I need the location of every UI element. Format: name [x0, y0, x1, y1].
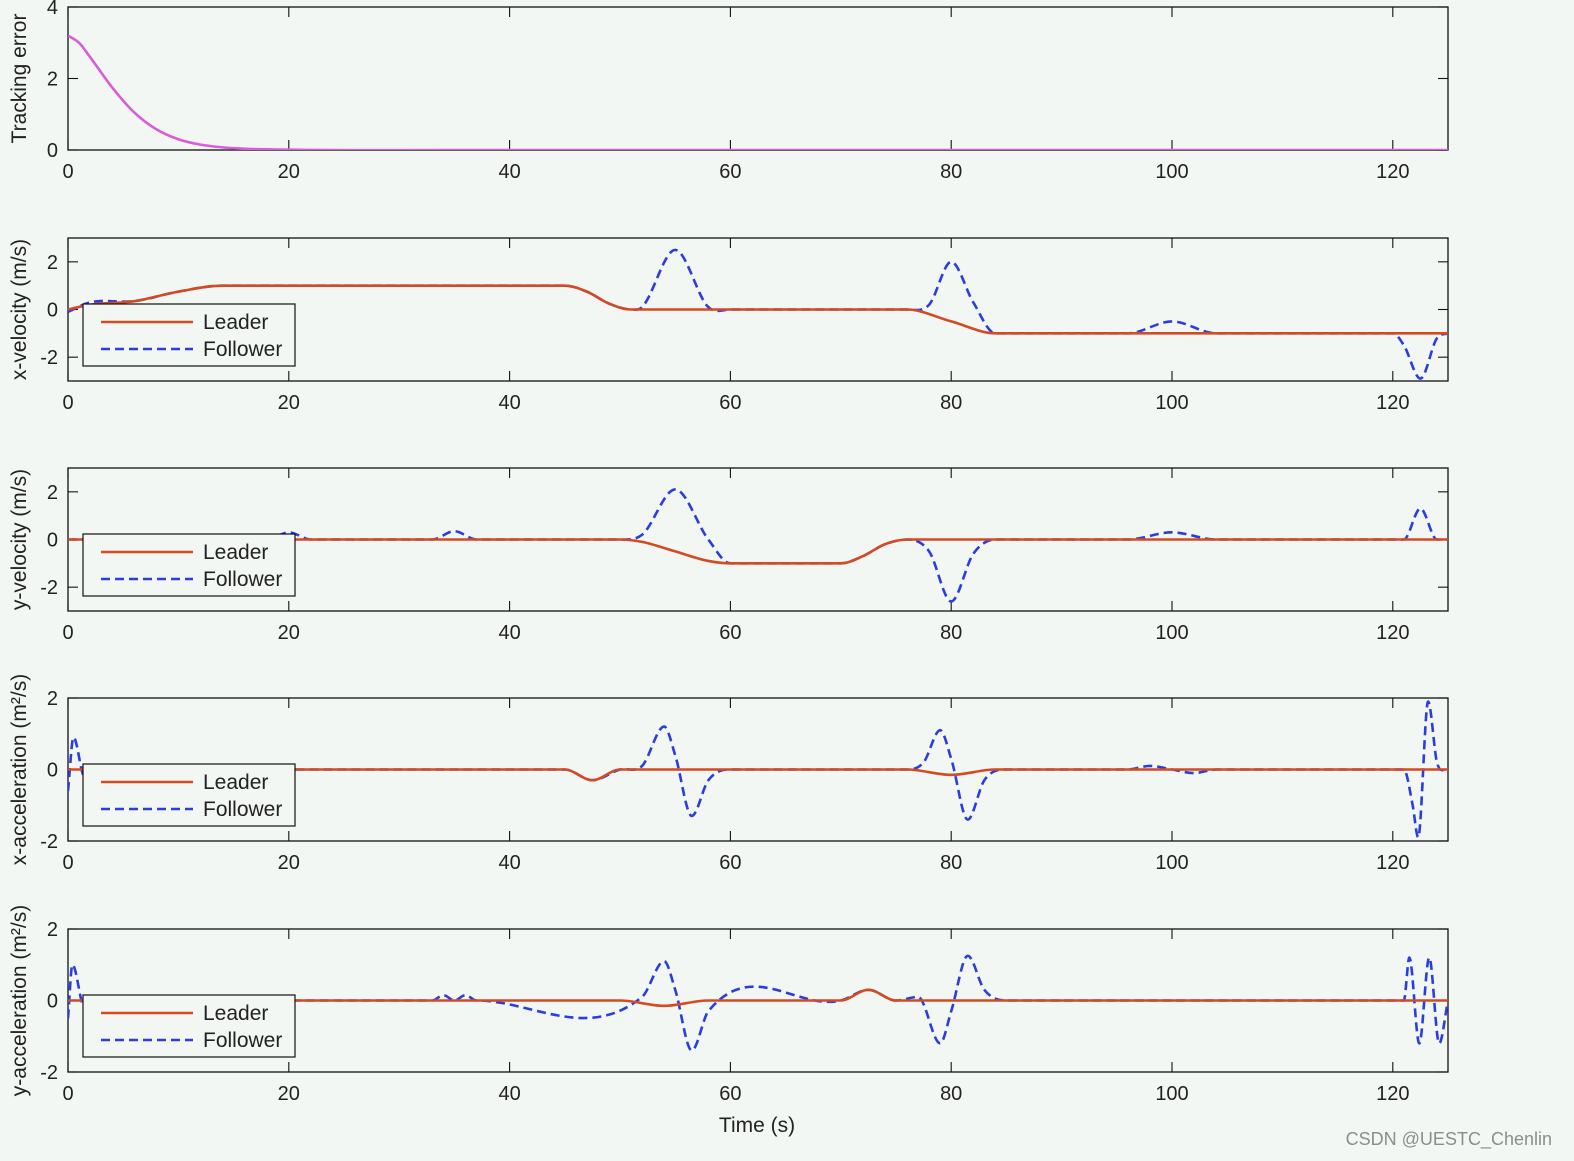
x-tick-label: 120	[1376, 622, 1409, 644]
x-tick-label: 60	[719, 852, 741, 874]
x-tick-label: 0	[62, 1083, 73, 1105]
legend-box	[82, 994, 296, 1058]
x-tick-label: 80	[940, 1083, 962, 1105]
y-tick-label: 0	[47, 760, 58, 782]
x-tick-label: 120	[1376, 852, 1409, 874]
x-tick-label: 100	[1155, 1083, 1188, 1105]
x-tick-label: 0	[62, 161, 73, 183]
y-tick-label: 2	[47, 252, 58, 274]
x-tick-label: 20	[278, 622, 300, 644]
y-tick-label: 0	[47, 300, 58, 322]
subplot-1: 0 20 40 60 80 100 120 0 2 4 Tracking error	[8, 0, 1449, 183]
x-tick-label: 100	[1155, 622, 1188, 644]
series-line-leader	[68, 988, 1448, 1008]
x-tick-label: 0	[62, 852, 73, 874]
x-tick-label: 120	[1376, 161, 1409, 183]
legend-box	[82, 533, 296, 597]
x-tick-label: 20	[278, 392, 300, 414]
series-line-leader	[68, 768, 1448, 782]
series-line-leader	[68, 538, 1448, 565]
y-tick-label: 0	[47, 140, 58, 162]
y-tick-label: 2	[47, 482, 58, 504]
y-axis-label: Tracking error	[8, 14, 31, 144]
x-tick-label: 80	[940, 622, 962, 644]
x-axis-label: Time (s)	[719, 1114, 795, 1137]
x-tick-label: 20	[278, 161, 300, 183]
x-tick-label: 80	[940, 392, 962, 414]
legend-label-follower: Follower	[203, 1029, 282, 1052]
x-tick-label: 60	[719, 622, 741, 644]
subplot-2: 0 20 40 60 80 100 120 -2 0 2 x-velocity (m/s) Leade…	[8, 237, 1449, 414]
x-tick-label: 120	[1376, 392, 1409, 414]
y-axis-label: x-velocity (m/s)	[8, 239, 31, 380]
x-tick-label: 100	[1155, 161, 1188, 183]
x-tick-label: 40	[498, 161, 520, 183]
y-tick-label: 2	[47, 688, 58, 710]
legend-label-follower: Follower	[203, 568, 282, 591]
x-tick-label: 60	[719, 1083, 741, 1105]
y-tick-label: 0	[47, 530, 58, 552]
legend-label-follower: Follower	[203, 798, 282, 821]
watermark: CSDN @UESTC_Chenlin	[1346, 1129, 1552, 1150]
x-tick-label: 100	[1155, 392, 1188, 414]
y-tick-label: -2	[40, 831, 58, 853]
legend-label-leader: Leader	[203, 541, 268, 564]
y-tick-label: -2	[40, 1062, 58, 1084]
axes-box	[67, 6, 1449, 151]
legend-label-follower: Follower	[203, 338, 282, 361]
x-tick-label: 40	[498, 1083, 520, 1105]
y-tick-label: -2	[40, 347, 58, 369]
x-tick-label: 80	[940, 161, 962, 183]
legend-label-leader: Leader	[203, 771, 268, 794]
x-tick-label: 20	[278, 852, 300, 874]
legend-box	[82, 763, 296, 827]
x-tick-label: 100	[1155, 852, 1188, 874]
series-line-leader	[68, 284, 1448, 335]
x-tick-label: 0	[62, 622, 73, 644]
x-tick-label: 0	[62, 392, 73, 414]
y-axis-label: y-acceleration (m²/s)	[8, 905, 31, 1096]
x-tick-label: 40	[498, 622, 520, 644]
x-tick-label: 40	[498, 392, 520, 414]
y-axis-label: y-velocity (m/s)	[8, 469, 31, 610]
x-tick-label: 80	[940, 852, 962, 874]
y-tick-label: 0	[47, 991, 58, 1013]
legend-label-leader: Leader	[203, 1002, 268, 1025]
y-axis-label: x-acceleration (m²/s)	[8, 674, 31, 865]
subplot-3: 0 20 40 60 80 100 120 -2 0 2 y-velocity (m/s) Leade…	[8, 467, 1449, 644]
y-tick-label: 2	[47, 69, 58, 91]
x-tick-label: 40	[498, 852, 520, 874]
x-tick-label: 20	[278, 1083, 300, 1105]
series-line-tracking	[68, 34, 1448, 150]
legend-label-leader: Leader	[203, 311, 268, 334]
y-tick-label: 2	[47, 919, 58, 941]
x-tick-label: 60	[719, 392, 741, 414]
x-tick-label: 60	[719, 161, 741, 183]
y-tick-label: -2	[40, 577, 58, 599]
y-tick-label: 4	[47, 0, 58, 19]
x-tick-label: 120	[1376, 1083, 1409, 1105]
legend-box	[82, 303, 296, 367]
